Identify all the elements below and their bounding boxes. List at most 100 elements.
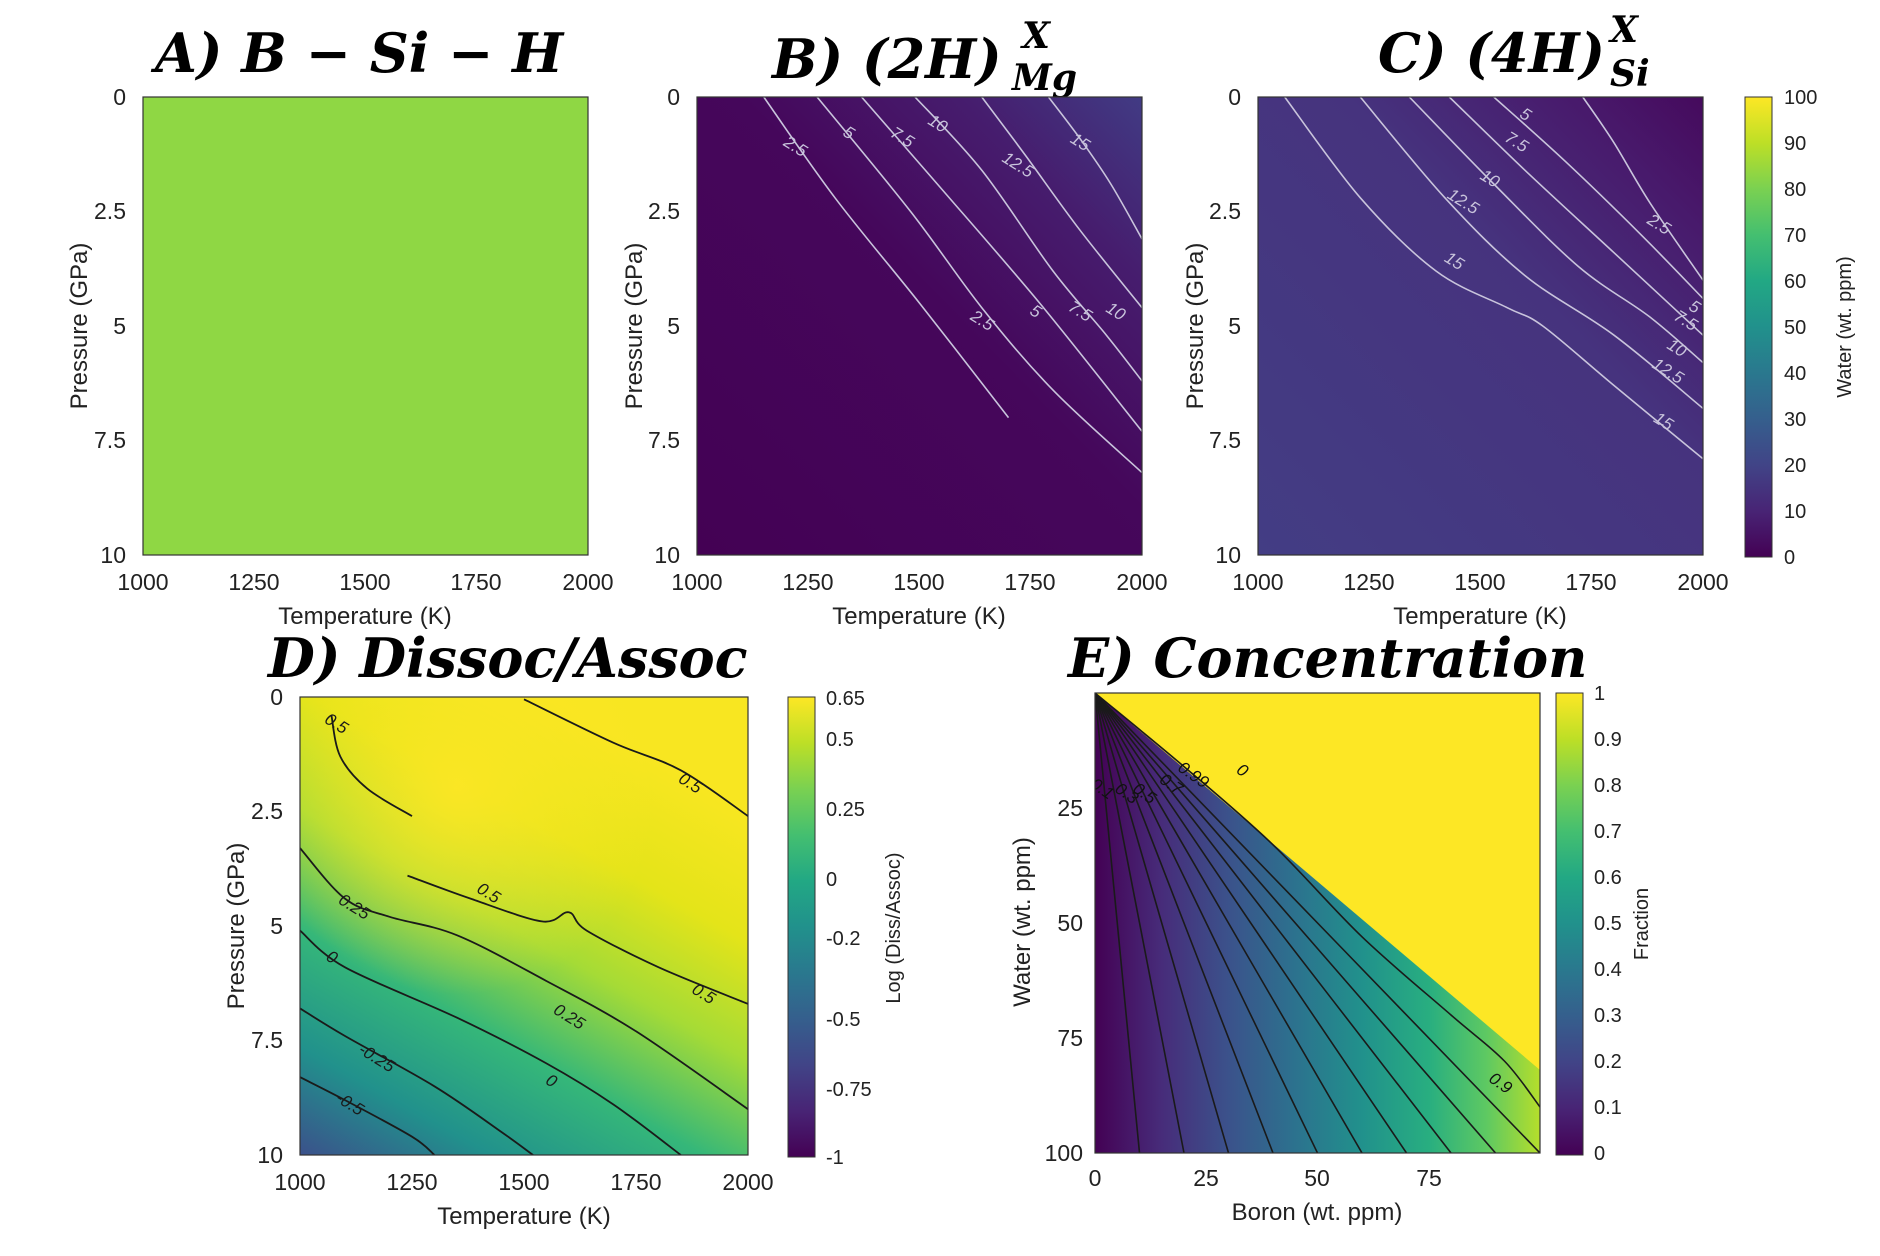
cb-tick: -0.2 [826,928,860,950]
x-tick-label: 1750 [450,569,501,595]
contour-line [1095,693,1497,1153]
colorbar-logdiss-label: Log (Diss/Assoc) [883,852,905,1003]
x-tick-label: 2000 [1116,569,1167,595]
x-tick-label: 1000 [671,569,722,595]
panel-a-heatmap [142,96,589,556]
cb-tick: 0.25 [826,799,865,821]
cb-tick: 0 [1784,547,1795,569]
panel-b-ylabel: Pressure (GPa) [621,243,648,410]
panel-a-title: A) B − Si − H [150,21,565,85]
contour-line [1408,97,1703,364]
panel-a-yticks: 0 2.5 5 7.5 10 [94,84,126,568]
cb-tick: -0.75 [826,1079,872,1101]
colorbar-logdiss-ticks: 0.65 0.5 0.25 0 -0.2 -0.5 -0.75 -1 [826,688,872,1169]
panel-d: D) Dissoc/Assoc 0.50.50.50.50.250.2500-0… [223,626,774,1230]
contour-line [1095,693,1408,1153]
cb-tick: 0.4 [1594,959,1622,981]
panel-b-heatmap [697,97,1142,555]
contour-line [1095,693,1274,1153]
cb-tick: 0.1 [1594,1097,1622,1119]
panel-b-title: B) (2H) [770,27,1002,91]
y-tick-label: 100 [1045,1140,1083,1166]
x-tick-label: 1500 [1454,569,1505,595]
panel-d-xticks: 1000 1250 1500 1750 2000 [274,1169,773,1195]
x-tick-label: 1750 [1004,569,1055,595]
panel-e-yticks: 25 50 75 100 [1045,795,1083,1166]
y-tick-label: 5 [113,313,126,339]
panel-e-xlabel: Boron (wt. ppm) [1232,1199,1403,1226]
panel-c: C) (4H) X Si 151512.512.510107.57.5552.5… [1182,9,1729,630]
x-tick-label: 1500 [893,569,944,595]
contour-line [1095,693,1319,1153]
panel-b-xticks: 1000 1250 1500 1750 2000 [671,569,1167,595]
colorbar-water-bar [1744,96,1773,558]
y-tick-label: 50 [1057,910,1083,936]
cb-tick: 80 [1784,179,1806,201]
cb-tick: 0 [826,869,837,891]
contour-line [1095,693,1540,1153]
cb-tick: 0.5 [1594,913,1622,935]
panel-c-heatmap [1258,97,1703,555]
y-tick-label: 2.5 [94,198,126,224]
panel-e-title: E) Concentration [1066,626,1587,690]
contour-line [981,97,1142,309]
cb-tick: -1 [826,1147,844,1169]
cb-tick: 60 [1784,271,1806,293]
cb-tick: 0.3 [1594,1005,1622,1027]
x-tick-label: 1250 [782,569,833,595]
contour-line [300,929,682,1155]
colorbar-logdiss: 0.65 0.5 0.25 0 -0.2 -0.5 -0.75 -1 Log (… [787,688,905,1169]
y-tick-label: 5 [270,913,283,939]
x-tick-label: 1000 [117,569,168,595]
panel-d-xlabel: Temperature (K) [437,1203,610,1230]
contour-line [763,97,1010,419]
y-tick-label: 0 [270,684,283,710]
y-tick-label: 10 [654,542,680,568]
contour-line [300,1007,534,1155]
colorbar-water: 0 10 20 30 40 50 60 70 80 90 100 Water (… [1744,87,1856,569]
cb-tick: 100 [1784,87,1817,109]
y-tick-label: 7.5 [94,427,126,453]
cb-tick: 1 [1594,683,1605,705]
panel-d-ylabel: Pressure (GPa) [223,843,250,1010]
cb-tick: 0.2 [1594,1051,1622,1073]
panel-e: E) Concentration 0.10.30.50.70.99 00.9 0 … [1009,626,1587,1226]
panel-c-yticks: 0 2.5 5 7.5 10 [1209,84,1241,568]
colorbar-fraction-label: Fraction [1631,888,1653,960]
x-tick-label: 75 [1416,1165,1442,1191]
panel-b-yticks: 0 2.5 5 7.5 10 [648,84,680,568]
contour-line [407,874,748,1005]
y-tick-label: 7.5 [251,1027,283,1053]
contour-line [914,97,1142,382]
contour-line [1095,693,1452,1153]
panel-c-ylabel: Pressure (GPa) [1182,243,1209,410]
y-tick-label: 0 [113,84,126,110]
x-tick-label: 1500 [339,569,390,595]
panel-a: A) B − Si − H 1000 1250 1500 1750 2000 0… [66,21,614,630]
panel-c-xticks: 1000 1250 1500 1750 2000 [1232,569,1728,595]
cb-tick: 0.65 [826,688,865,710]
y-tick-label: 5 [667,313,680,339]
x-tick-label: 2000 [722,1169,773,1195]
contour-line [1095,693,1185,1153]
y-tick-label: 2.5 [1209,198,1241,224]
colorbar-fraction-bar [1555,692,1584,1156]
panel-c-title: C) (4H) [1378,21,1605,85]
x-tick-label: 1250 [228,569,279,595]
panel-e-xticks: 0 25 50 75 [1089,1165,1442,1191]
x-tick-label: 2000 [1677,569,1728,595]
cb-tick: 40 [1784,363,1806,385]
y-tick-label: 7.5 [648,427,680,453]
y-tick-label: 25 [1057,795,1083,821]
cb-tick: 0.6 [1594,867,1622,889]
cb-tick: 10 [1784,501,1806,523]
y-tick-label: 7.5 [1209,427,1241,453]
panel-c-title-sup: X [1608,9,1640,51]
cb-tick: 0.8 [1594,775,1622,797]
x-tick-label: 25 [1193,1165,1219,1191]
panel-d-yticks: 0 2.5 5 7.5 10 [251,684,283,1168]
y-tick-label: 10 [1215,542,1241,568]
cb-tick: 0.9 [1594,729,1622,751]
